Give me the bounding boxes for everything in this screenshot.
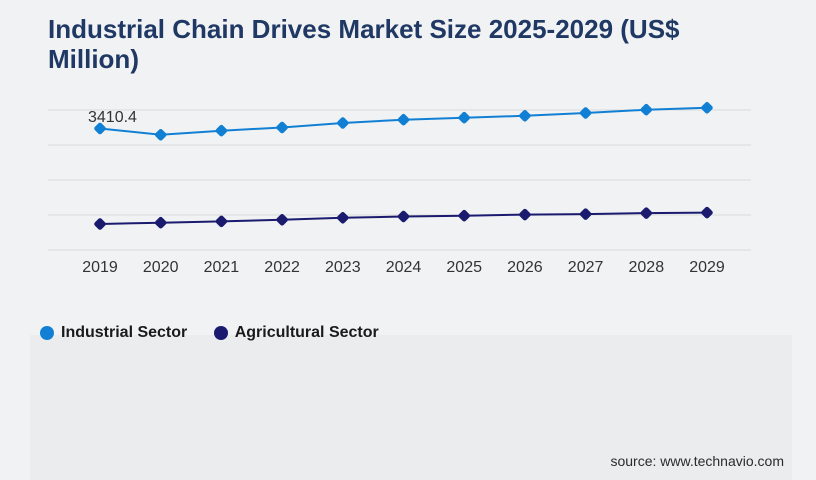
svg-text:2025: 2025 xyxy=(446,259,482,276)
svg-text:2020: 2020 xyxy=(143,259,179,276)
svg-text:2019: 2019 xyxy=(82,259,118,276)
svg-text:2027: 2027 xyxy=(568,259,604,276)
svg-text:2021: 2021 xyxy=(204,259,240,276)
svg-text:3410.4: 3410.4 xyxy=(88,109,137,126)
svg-text:2026: 2026 xyxy=(507,259,543,276)
svg-text:2024: 2024 xyxy=(386,259,422,276)
svg-text:2028: 2028 xyxy=(629,259,665,276)
svg-text:2029: 2029 xyxy=(689,259,725,276)
svg-text:2023: 2023 xyxy=(325,259,361,276)
svg-text:2022: 2022 xyxy=(264,259,300,276)
